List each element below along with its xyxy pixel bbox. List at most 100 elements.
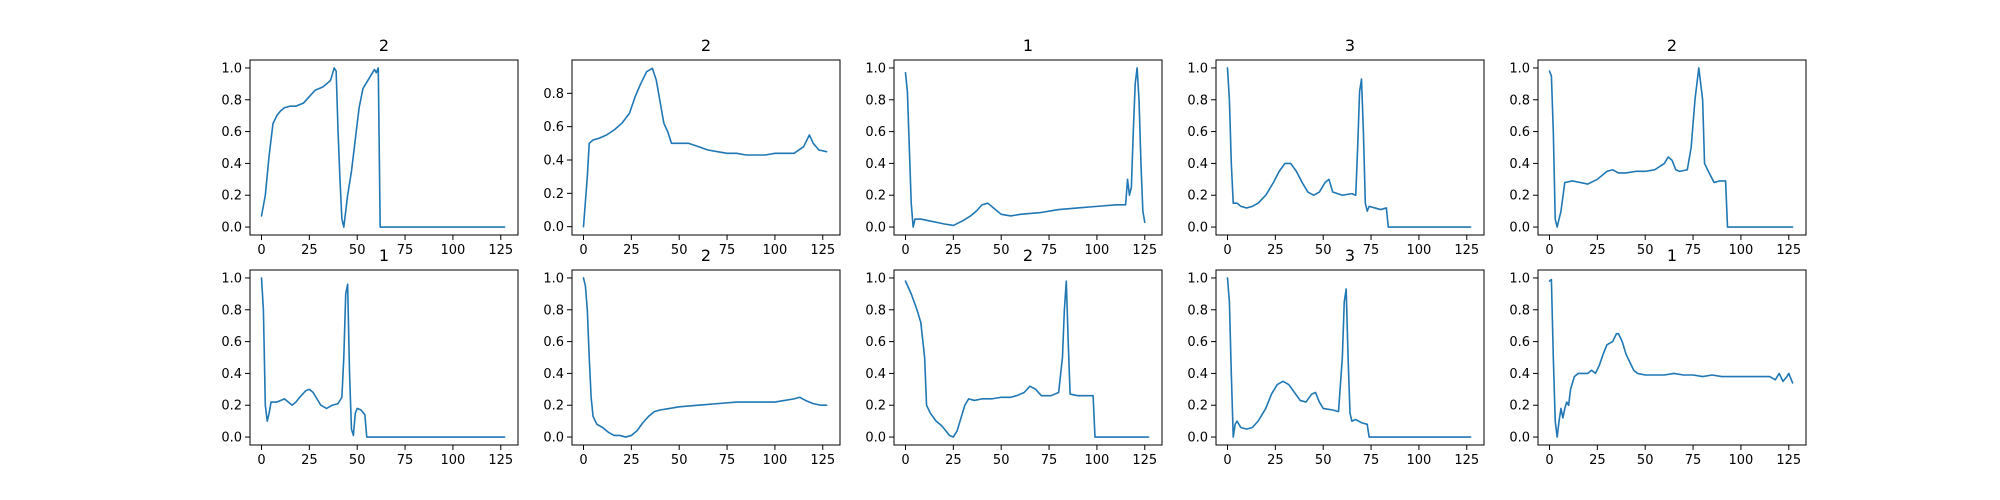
x-tick-label: 25 xyxy=(1589,453,1606,468)
plot-frame xyxy=(249,59,519,236)
chart-panel-8: 2 0 25 50 75 100 125 0.0 0.2 0.4 0.6 0.8 1.0 xyxy=(865,246,1163,468)
x-tick-label: 75 xyxy=(1685,453,1702,468)
x-tick-label: 125 xyxy=(1454,243,1479,258)
y-tick-label: 0.0 xyxy=(221,431,242,446)
plot-frame xyxy=(893,269,1163,446)
x-tick-label: 125 xyxy=(488,243,513,258)
x-tick-label: 50 xyxy=(1637,453,1654,468)
x-tick-label: 125 xyxy=(488,453,513,468)
x-tick-label: 0 xyxy=(257,243,265,258)
x-tick-label: 25 xyxy=(1267,453,1284,468)
x-tick-label: 75 xyxy=(1041,243,1058,258)
x-tick-label: 25 xyxy=(1589,243,1606,258)
x-tick-label: 50 xyxy=(993,243,1010,258)
series-line xyxy=(582,67,828,228)
x-tick-label: 25 xyxy=(623,453,640,468)
plot-frame xyxy=(571,59,841,236)
chart-title: 2 xyxy=(1667,36,1677,55)
y-tick-label: 0.6 xyxy=(221,125,242,140)
y-tick-label: 0.0 xyxy=(865,431,886,446)
plot-frame xyxy=(1215,269,1485,446)
y-tick-label: 0.0 xyxy=(543,431,564,446)
y-tick-label: 0.8 xyxy=(221,303,242,318)
y-tick-label: 0.4 xyxy=(221,157,242,172)
y-tick-label: 0.4 xyxy=(865,367,886,382)
chart-panel-10: 1 0 25 50 75 100 125 0.0 0.2 0.4 0.6 0.8 1.0 xyxy=(1509,246,1807,468)
chart-panel-5: 2 0 25 50 75 100 125 0.0 0.2 0.4 0.6 0.8 1.0 xyxy=(1509,36,1807,258)
x-tick-label: 0 xyxy=(579,453,587,468)
chart-title: 3 xyxy=(1345,36,1355,55)
x-tick-label: 25 xyxy=(1267,243,1284,258)
y-tick-label: 0.2 xyxy=(221,399,242,414)
y-tick-label: 0.6 xyxy=(543,335,564,350)
x-tick-label: 100 xyxy=(763,453,788,468)
y-tick-label: 0.8 xyxy=(221,93,242,108)
series-line xyxy=(1548,278,1794,438)
y-tick-label: 0.4 xyxy=(865,157,886,172)
x-tick-label: 100 xyxy=(763,243,788,258)
chart-panel-1: 2 0 25 50 75 100 125 0.0 0.2 0.4 0.6 0.8 1.0 xyxy=(221,36,519,258)
plot-frame xyxy=(571,269,841,446)
y-tick-label: 0.8 xyxy=(1187,303,1208,318)
y-tick-label: 0.2 xyxy=(865,399,886,414)
y-tick-label: 0.4 xyxy=(1187,157,1208,172)
y-tick-label: 1.0 xyxy=(221,61,242,76)
x-tick-label: 0 xyxy=(1223,453,1231,468)
x-tick-label: 75 xyxy=(397,453,414,468)
y-tick-label: 1.0 xyxy=(1187,271,1208,286)
x-tick-label: 125 xyxy=(810,243,835,258)
x-tick-label: 0 xyxy=(1223,243,1231,258)
y-tick-label: 0.4 xyxy=(543,154,564,169)
series-line xyxy=(582,277,828,438)
chart-title: 2 xyxy=(701,246,711,265)
series-line xyxy=(1548,67,1794,228)
x-tick-label: 100 xyxy=(1407,453,1432,468)
x-tick-label: 25 xyxy=(945,243,962,258)
chart-title: 2 xyxy=(379,36,389,55)
chart-title: 1 xyxy=(1667,246,1677,265)
y-tick-label: 1.0 xyxy=(1509,61,1530,76)
x-tick-label: 100 xyxy=(441,453,466,468)
y-tick-label: 0.2 xyxy=(543,187,564,202)
y-tick-label: 0.2 xyxy=(1187,399,1208,414)
y-tick-label: 0.2 xyxy=(1187,189,1208,204)
y-tick-label: 0.8 xyxy=(1509,303,1530,318)
y-tick-label: 0.6 xyxy=(1187,125,1208,140)
y-tick-label: 0.2 xyxy=(1509,399,1530,414)
y-tick-label: 1.0 xyxy=(543,271,564,286)
y-tick-label: 0.8 xyxy=(1187,93,1208,108)
y-tick-label: 0.4 xyxy=(1509,157,1530,172)
y-tick-label: 0.4 xyxy=(543,367,564,382)
chart-title: 2 xyxy=(1023,246,1033,265)
y-tick-label: 1.0 xyxy=(865,271,886,286)
series-line xyxy=(260,277,506,438)
y-tick-label: 0.4 xyxy=(1509,367,1530,382)
y-tick-label: 0.0 xyxy=(1509,431,1530,446)
y-tick-label: 1.0 xyxy=(865,61,886,76)
x-tick-label: 25 xyxy=(301,243,318,258)
y-tick-label: 0.6 xyxy=(865,125,886,140)
x-tick-label: 50 xyxy=(671,453,688,468)
y-tick-label: 0.6 xyxy=(1509,125,1530,140)
y-tick-label: 0.4 xyxy=(1187,367,1208,382)
chart-title: 1 xyxy=(1023,36,1033,55)
y-tick-label: 0.2 xyxy=(865,189,886,204)
plot-frame xyxy=(893,59,1163,236)
x-tick-label: 50 xyxy=(349,243,366,258)
y-tick-label: 1.0 xyxy=(1509,271,1530,286)
y-tick-label: 0.8 xyxy=(543,87,564,102)
y-tick-label: 0.8 xyxy=(1509,93,1530,108)
x-tick-label: 125 xyxy=(1454,453,1479,468)
x-tick-label: 75 xyxy=(1363,453,1380,468)
x-tick-label: 100 xyxy=(1729,453,1754,468)
y-tick-label: 0.0 xyxy=(1509,221,1530,236)
x-tick-label: 75 xyxy=(1685,243,1702,258)
x-tick-label: 0 xyxy=(901,243,909,258)
x-tick-label: 0 xyxy=(257,453,265,468)
y-tick-label: 1.0 xyxy=(1187,61,1208,76)
y-tick-label: 0.8 xyxy=(865,93,886,108)
x-tick-label: 50 xyxy=(671,243,688,258)
x-tick-label: 125 xyxy=(1132,243,1157,258)
chart-title: 3 xyxy=(1345,246,1355,265)
